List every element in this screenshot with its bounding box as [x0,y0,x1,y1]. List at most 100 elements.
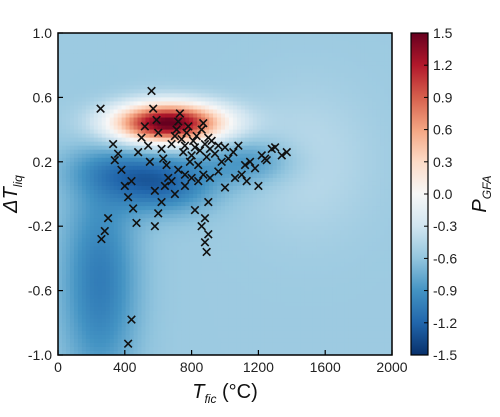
heatmap-cell [213,73,218,78]
heatmap-cell [388,113,392,119]
heatmap-cell [73,169,79,175]
heatmap-cell [133,165,139,171]
heatmap-cell [105,161,111,167]
heatmap-cell [169,57,174,62]
heatmap-cell [185,165,190,171]
heatmap-cell [280,97,286,103]
heatmap-cell [185,266,190,272]
heatmap-cell [372,121,377,127]
heatmap-cell [340,149,345,155]
heatmap-cell [368,250,373,255]
heatmap-cell [248,210,254,215]
heatmap-cell [58,214,63,219]
heatmap-cell [101,173,107,179]
heatmap-cell [157,101,162,107]
heatmap-cell [228,117,234,123]
heatmap-cell [260,145,266,151]
heatmap-cell [244,105,250,111]
heatmap-cell [288,185,294,191]
heatmap-cell [352,57,357,62]
heatmap-cell [177,77,182,82]
heatmap-cell [141,181,147,187]
heatmap-cell [97,141,103,147]
heatmap-cell [380,53,385,58]
heatmap-cell [89,81,95,86]
heatmap-cell [236,33,242,38]
heatmap-cell [344,230,349,235]
heatmap-cell [252,181,258,187]
heatmap-cell [320,77,326,82]
heatmap-cell [225,121,230,127]
heatmap-cell [300,77,306,82]
heatmap-cell [213,105,218,111]
heatmap-cell [316,230,322,235]
heatmap-cell [217,129,222,135]
heatmap-cell [97,145,103,151]
heatmap-cell [201,161,206,167]
heatmap-cell [248,234,254,239]
heatmap-cell [372,202,377,207]
heatmap-cell [69,93,75,99]
heatmap-cell [300,234,306,239]
heatmap-cell [252,145,258,151]
heatmap-cell [248,41,254,46]
heatmap-cell [296,194,302,199]
heatmap-cell [288,262,294,268]
heatmap-cell [380,89,385,94]
heatmap-cell [165,210,170,215]
heatmap-cell [201,177,206,183]
heatmap-cell [244,53,250,58]
heatmap-cell [328,105,333,111]
heatmap-cell [217,145,222,151]
heatmap-cell [312,61,318,66]
heatmap-cell [292,93,298,99]
heatmap-cell [85,49,91,54]
heatmap-cell [272,137,278,143]
heatmap-cell [61,129,67,135]
heatmap-cell [268,222,274,227]
heatmap-cell [125,77,131,82]
heatmap-cell [268,81,274,86]
heatmap-cell [85,181,91,187]
heatmap-cell [221,242,226,247]
heatmap-cell [364,65,369,70]
heatmap-cell [340,125,345,131]
heatmap-cell [344,206,349,211]
heatmap-cell [189,198,194,203]
heatmap-cell [352,93,357,99]
heatmap-cell [264,177,270,183]
heatmap-cell [292,45,298,50]
heatmap-cell [232,81,238,86]
heatmap-cell [149,218,155,223]
heatmap-cell [276,105,282,111]
heatmap-cell [145,206,151,211]
heatmap-cell [228,77,234,82]
heatmap-cell [197,69,202,74]
heatmap-cell [137,214,143,219]
heatmap-cell [113,57,119,62]
heatmap-cell [213,93,218,99]
heatmap-cell [85,177,91,183]
heatmap-cell [304,93,310,99]
heatmap-cell [296,157,302,163]
heatmap-cell [288,258,294,264]
heatmap-cell [300,202,306,207]
heatmap-cell [368,153,373,159]
heatmap-cell [372,222,377,227]
heatmap-cell [368,169,373,175]
heatmap-cell [133,262,139,268]
heatmap-cell [236,218,242,223]
heatmap-cell [69,113,75,119]
heatmap-cell [65,202,71,207]
heatmap-cell [228,89,234,94]
heatmap-cell [117,254,123,260]
heatmap-cell [332,133,337,139]
heatmap-cell [133,173,139,179]
heatmap-cell [352,218,357,223]
heatmap-cell [197,53,202,58]
heatmap-cell [213,137,218,143]
heatmap-cell [105,129,111,135]
heatmap-cell [236,101,242,107]
heatmap-cell [109,101,115,107]
heatmap-cell [213,194,218,199]
